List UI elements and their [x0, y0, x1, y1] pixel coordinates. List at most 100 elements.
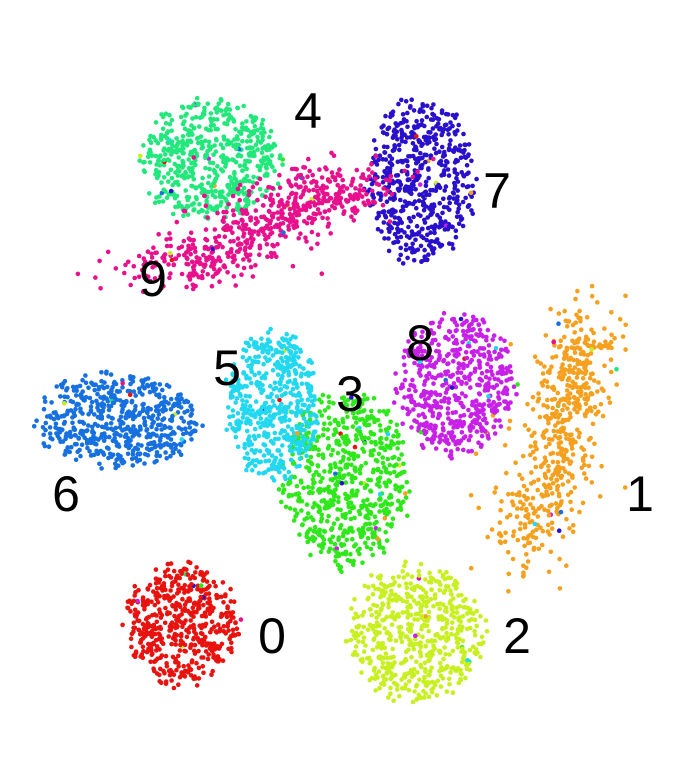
point-cluster-2: [453, 578, 458, 584]
point-cluster-8: [491, 424, 497, 430]
point-cluster-3: [320, 432, 326, 438]
point-cluster-0: [213, 656, 219, 662]
point-cluster-0: [206, 591, 212, 596]
point-cluster-6: [157, 442, 163, 448]
point-cluster-5: [276, 436, 281, 442]
point-cluster-6: [145, 409, 150, 414]
point-cluster-4: [161, 187, 166, 193]
point-cluster-5: [247, 418, 253, 424]
point-cluster-3: [339, 395, 345, 401]
point-cluster-2: [441, 590, 447, 595]
point-cluster-1: [499, 499, 504, 504]
point-cluster-5: [276, 410, 282, 416]
point-cluster-1: [572, 350, 578, 356]
point-cluster-3: [369, 439, 374, 445]
point-cluster-6: [137, 452, 142, 457]
point-cluster-8: [419, 394, 424, 399]
point-cluster-8: [426, 395, 431, 401]
point-cluster-6: [78, 453, 83, 459]
point-cluster-6: [117, 418, 122, 423]
point-cluster-7: [452, 183, 458, 189]
point-cluster-3: [376, 527, 382, 532]
point-cluster-5: [299, 397, 305, 403]
point-cluster-2: [373, 672, 379, 677]
point-cluster-5: [248, 336, 254, 342]
point-cluster-8: [464, 355, 470, 361]
point-cluster-4: [186, 195, 192, 200]
point-cluster-3: [321, 488, 327, 493]
point-cluster-3: [377, 491, 383, 497]
point-cluster-3: [378, 445, 383, 451]
point-cluster-5: [249, 442, 255, 447]
point-cluster-0: [173, 642, 178, 647]
point-cluster-1: [556, 441, 562, 446]
point-cluster-2: [412, 617, 417, 622]
point-cluster-1: [556, 436, 561, 441]
point-cluster-0: [132, 593, 137, 598]
point-cluster-3: [320, 534, 325, 540]
point-cluster-0: [174, 617, 179, 623]
point-cluster-7: [454, 214, 460, 220]
point-cluster-3: [322, 469, 327, 474]
point-cluster-8: [408, 349, 413, 354]
point-cluster-2: [394, 687, 400, 692]
point-cluster-2: [454, 610, 460, 615]
point-cluster-8: [424, 364, 430, 369]
point-cluster-4: [180, 173, 186, 178]
point-cluster-5: [240, 355, 246, 360]
point-cluster-0: [198, 583, 204, 588]
point-cluster-3: [298, 478, 304, 484]
point-cluster-2: [413, 633, 418, 639]
point-cluster-3: [316, 488, 321, 493]
point-cluster-3: [317, 409, 323, 414]
point-cluster-6: [176, 392, 181, 398]
point-cluster-7: [399, 135, 404, 140]
point-cluster-3: [386, 444, 391, 450]
point-cluster-3: [360, 409, 366, 414]
point-cluster-0: [192, 609, 198, 615]
point-cluster-7: [423, 183, 429, 189]
point-cluster-3: [320, 476, 325, 481]
point-cluster-0: [193, 631, 199, 637]
point-cluster-8: [456, 396, 462, 401]
point-cluster-5: [241, 370, 246, 375]
point-cluster-0: [192, 674, 197, 679]
cluster-6-points: [31, 369, 205, 471]
point-cluster-5: [299, 381, 305, 387]
point-cluster-1: [550, 481, 556, 486]
point-cluster-0: [152, 631, 158, 637]
point-cluster-0: [205, 607, 211, 613]
point-cluster-1: [532, 521, 538, 527]
point-cluster-2: [472, 598, 477, 604]
point-cluster-8: [442, 395, 448, 401]
point-cluster-0: [120, 622, 125, 628]
point-cluster-3: [396, 432, 401, 438]
point-cluster-3: [375, 467, 380, 473]
point-cluster-6: [76, 436, 81, 441]
point-cluster-3: [370, 534, 376, 540]
point-cluster-3: [281, 487, 287, 492]
point-cluster-1: [583, 413, 588, 419]
point-cluster-2: [437, 606, 442, 611]
point-cluster-5: [259, 390, 264, 396]
point-cluster-6: [142, 461, 147, 466]
point-cluster-6: [49, 400, 54, 405]
point-cluster-5: [280, 409, 286, 414]
point-cluster-3: [335, 507, 340, 512]
point-cluster-2: [444, 617, 450, 623]
point-cluster-5: [314, 419, 319, 424]
point-cluster-7: [404, 158, 410, 164]
point-cluster-2: [408, 667, 414, 673]
point-cluster-3: [394, 429, 399, 434]
point-cluster-0: [171, 672, 177, 678]
point-cluster-7: [428, 117, 434, 122]
point-cluster-4: [193, 185, 199, 191]
point-cluster-7: [391, 180, 397, 185]
point-cluster-4: [163, 121, 169, 126]
point-cluster-8: [425, 332, 431, 337]
point-cluster-6: [89, 380, 94, 386]
point-cluster-5: [310, 432, 316, 437]
cluster-7-points: [361, 97, 479, 266]
point-cluster-5: [270, 475, 275, 480]
point-cluster-5: [265, 358, 270, 363]
